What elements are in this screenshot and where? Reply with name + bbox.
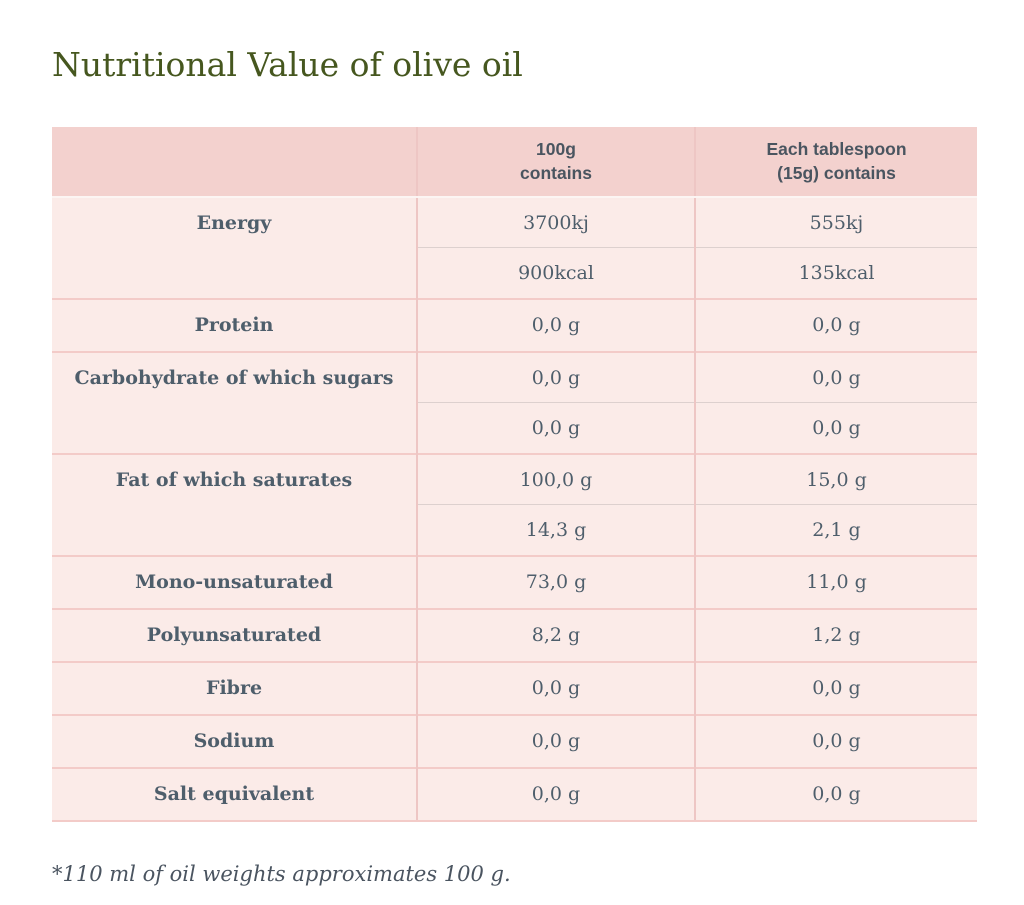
- page: Nutritional Value of olive oil 100g cont…: [52, 45, 977, 886]
- row-energy: Energy 3700kj 555kj: [52, 196, 977, 299]
- row-fat: Fat of which saturates 100,0 g 15,0 g: [52, 452, 977, 556]
- row-label-fibre: Fibre: [52, 660, 417, 715]
- row-label-polyunsaturated: Polyunsaturated: [52, 607, 417, 662]
- value-polyunsaturated-100g: 8,2 g: [416, 607, 695, 662]
- row-label-energy: Energy: [52, 196, 417, 299]
- value-monounsaturated-100g: 73,0 g: [416, 554, 695, 609]
- footnote: *110 ml of oil weights approximates 100 …: [52, 861, 511, 886]
- value-monounsaturated-tbsp: 11,0 g: [694, 554, 977, 609]
- col-header-tablespoon-line2: (15g) contains: [777, 163, 896, 184]
- row-label-salt: Salt equivalent: [52, 766, 417, 822]
- col-header-tablespoon-line1: Each tablespoon: [766, 138, 907, 159]
- header-row: 100g contains Each tablespoon (15g) cont…: [52, 126, 977, 198]
- value-salt-100g: 0,0 g: [416, 766, 695, 822]
- page-title: Nutritional Value of olive oil: [52, 45, 523, 84]
- value-saturates-tbsp: 2,1 g: [694, 504, 977, 556]
- col-header-tablespoon: Each tablespoon (15g) contains: [694, 126, 977, 198]
- col-header-100g: 100g contains: [416, 126, 695, 198]
- value-protein-100g: 0,0 g: [416, 297, 695, 352]
- row-polyunsaturated: Polyunsaturated 8,2 g 1,2 g: [52, 607, 977, 662]
- value-fat-100g: 100,0 g: [416, 452, 695, 505]
- value-carbohydrate-tbsp: 0,0 g: [694, 350, 977, 403]
- col-header-100g-line2: contains: [520, 163, 592, 184]
- value-polyunsaturated-tbsp: 1,2 g: [694, 607, 977, 662]
- row-carbohydrate-sugars: 0,0 g 0,0 g: [52, 402, 977, 454]
- col-header-100g-line1: 100g: [536, 138, 576, 159]
- value-energy-tbsp-kcal: 135kcal: [694, 247, 977, 299]
- value-protein-tbsp: 0,0 g: [694, 297, 977, 352]
- value-salt-tbsp: 0,0 g: [694, 766, 977, 822]
- value-sodium-tbsp: 0,0 g: [694, 713, 977, 768]
- value-sodium-100g: 0,0 g: [416, 713, 695, 768]
- row-label-sodium: Sodium: [52, 713, 417, 768]
- row-label-fat: Fat of which saturates: [52, 452, 417, 556]
- row-sodium: Sodium 0,0 g 0,0 g: [52, 713, 977, 768]
- row-label-protein: Protein: [52, 297, 417, 352]
- value-fibre-tbsp: 0,0 g: [694, 660, 977, 715]
- row-energy-kcal: 900kcal 135kcal: [52, 247, 977, 299]
- value-sugars-100g: 0,0 g: [416, 402, 695, 454]
- value-carbohydrate-100g: 0,0 g: [416, 350, 695, 403]
- value-sugars-tbsp: 0,0 g: [694, 402, 977, 454]
- nutrition-table: 100g contains Each tablespoon (15g) cont…: [52, 126, 977, 822]
- value-energy-100g-kcal: 900kcal: [416, 247, 695, 299]
- row-carbohydrate: Carbohydrate of which sugars 0,0 g 0,0 g: [52, 350, 977, 454]
- value-energy-100g-kj: 3700kj: [416, 196, 695, 248]
- value-fat-tbsp: 15,0 g: [694, 452, 977, 505]
- row-label-monounsaturated: Mono-unsaturated: [52, 554, 417, 609]
- value-energy-tbsp-kj: 555kj: [694, 196, 977, 248]
- col-header-empty: [52, 126, 417, 198]
- row-protein: Protein 0,0 g 0,0 g: [52, 297, 977, 352]
- row-fat-saturates: 14,3 g 2,1 g: [52, 504, 977, 556]
- value-fibre-100g: 0,0 g: [416, 660, 695, 715]
- value-saturates-100g: 14,3 g: [416, 504, 695, 556]
- row-monounsaturated: Mono-unsaturated 73,0 g 11,0 g: [52, 554, 977, 609]
- row-label-carbohydrate: Carbohydrate of which sugars: [52, 350, 417, 454]
- row-salt: Salt equivalent 0,0 g 0,0 g: [52, 766, 977, 822]
- row-fibre: Fibre 0,0 g 0,0 g: [52, 660, 977, 715]
